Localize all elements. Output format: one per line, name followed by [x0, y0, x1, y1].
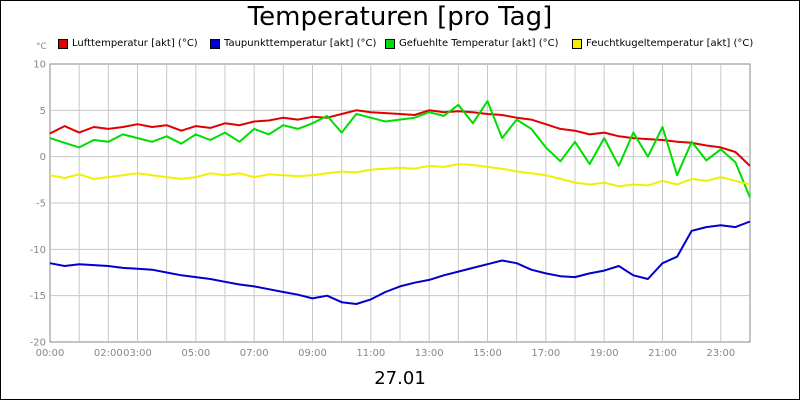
- series-line-3: [49, 163, 751, 188]
- y-tick-label: -15: [30, 291, 46, 302]
- series-lines: [49, 100, 751, 305]
- series-line-0: [49, 109, 751, 167]
- date-label: 27.01: [374, 368, 426, 389]
- x-tick-label: 00:00: [36, 348, 65, 359]
- legend-swatch-gefuehlte-temperatur: [385, 38, 395, 49]
- y-tick-label: 10: [33, 60, 46, 71]
- series-line-1: [49, 220, 751, 305]
- x-tick-label: 05:00: [181, 348, 210, 359]
- y-tick-label: 0: [40, 152, 46, 163]
- legend-item-taupunkttemperatur: Taupunkttemperatur [akt] (°C): [210, 38, 376, 49]
- legend-label-taupunkttemperatur: Taupunkttemperatur [akt] (°C): [224, 38, 377, 49]
- y-tick-label: -20: [30, 338, 46, 349]
- y-tick-label: -10: [30, 245, 46, 256]
- x-tick-label: 15:00: [473, 348, 502, 359]
- legend-swatch-feuchtkugeltemperatur: [572, 38, 582, 49]
- x-tick-label: 13:00: [415, 348, 444, 359]
- x-tick-label: 23:00: [706, 348, 735, 359]
- legend-item-feuchtkugeltemperatur: Feuchtkugeltemperatur [akt] (°C): [572, 38, 753, 49]
- x-tick-label: 19:00: [590, 348, 619, 359]
- x-tick-label: 17:00: [531, 348, 560, 359]
- x-tick-label: 02:00: [94, 348, 123, 359]
- y-tick-label: -5: [36, 199, 46, 210]
- chart-title: Temperaturen [pro Tag]: [247, 2, 553, 32]
- legend-label-gefuehlte-temperatur: Gefuehlte Temperatur [akt] (°C): [399, 38, 559, 49]
- y-unit-label: °C: [36, 42, 47, 52]
- legend-item-gefuehlte-temperatur: Gefuehlte Temperatur [akt] (°C): [385, 38, 558, 49]
- series-line-2: [49, 100, 751, 198]
- x-tick-label: 11:00: [356, 348, 385, 359]
- x-tick-label: 07:00: [240, 348, 269, 359]
- legend-swatch-taupunkttemperatur: [210, 38, 220, 49]
- x-tick-label: 09:00: [298, 348, 327, 359]
- legend-item-lufttemperatur: Lufttemperatur [akt] (°C): [58, 38, 198, 49]
- legend-label-lufttemperatur: Lufttemperatur [akt] (°C): [72, 38, 198, 49]
- legend-swatch-lufttemperatur: [58, 38, 68, 49]
- x-tick-label: 03:00: [123, 348, 152, 359]
- x-tick-label: 21:00: [648, 348, 677, 359]
- y-tick-label: 5: [40, 106, 46, 117]
- legend-label-feuchtkugeltemperatur: Feuchtkugeltemperatur [akt] (°C): [586, 38, 754, 49]
- grid: [50, 64, 750, 342]
